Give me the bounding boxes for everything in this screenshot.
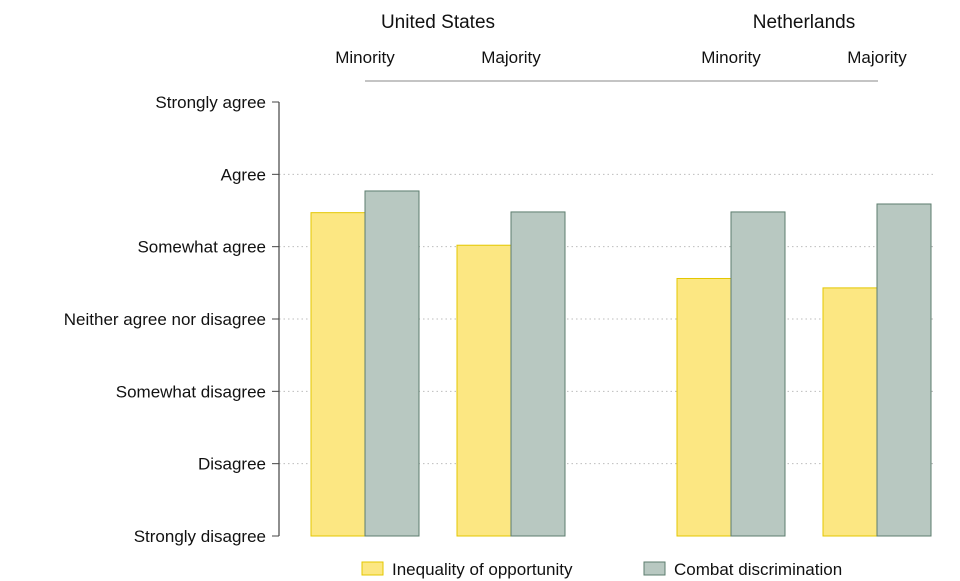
bar-inequality: [310, 212, 366, 537]
y-tick-label: Somewhat agree: [137, 238, 266, 257]
bar-discrimination: [876, 203, 932, 537]
y-tick-label: Somewhat disagree: [116, 382, 266, 401]
subgroup-label: Majority: [847, 48, 907, 67]
legend-label: Inequality of opportunity: [392, 560, 573, 579]
y-tick-label: Strongly disagree: [134, 527, 266, 546]
group-label: Netherlands: [753, 12, 855, 33]
subgroup-label: Majority: [481, 48, 541, 67]
legend: Inequality of opportunity Combat discrimi…: [361, 560, 842, 579]
group-label: United States: [381, 12, 495, 33]
bar-inequality: [676, 277, 732, 537]
legend-swatch: [361, 561, 384, 576]
bar-discrimination: [364, 190, 420, 537]
bars: [310, 190, 932, 537]
y-axis: Strongly disagree Disagree Somewhat disagr…: [64, 93, 280, 546]
group-headers: Minority Majority United States Minority Maj…: [335, 12, 907, 82]
subgroup-label: Minority: [335, 48, 395, 67]
subgroup-label: Minority: [701, 48, 761, 67]
bar-inequality: [822, 287, 878, 537]
y-tick-label: Agree: [221, 165, 266, 184]
y-tick-label: Disagree: [198, 455, 266, 474]
bar-discrimination: [730, 211, 786, 537]
legend-swatch: [643, 561, 666, 576]
bar-inequality: [456, 244, 512, 537]
y-tick-label: Neither agree nor disagree: [64, 310, 266, 329]
bar-discrimination: [510, 211, 566, 537]
y-tick-label: Strongly agree: [155, 93, 266, 112]
legend-label: Combat discrimination: [674, 560, 842, 579]
